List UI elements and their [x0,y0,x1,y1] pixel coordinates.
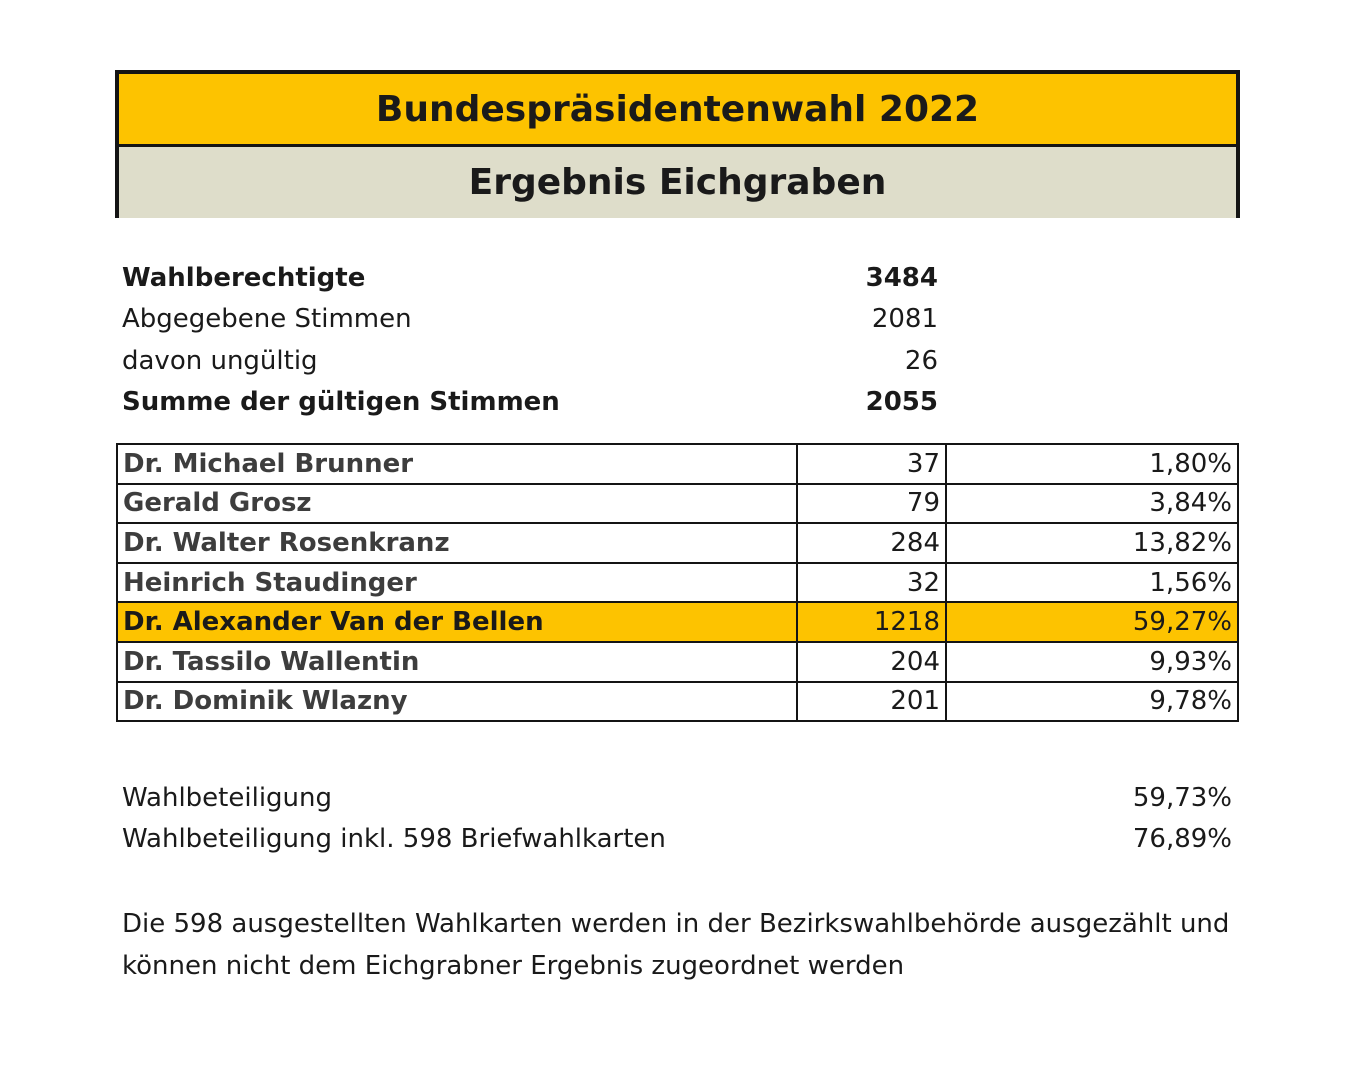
candidate-votes: 37 [796,443,947,485]
candidate-name: Heinrich Staudinger [116,561,798,604]
footnote-line: können nicht dem Eichgrabner Ergebnis zu… [122,951,905,981]
summary-row-invalid: davon ungültig 26 [122,340,942,382]
table-row: Dr. Michael Brunner 37 1,80% [116,443,1239,485]
candidate-percent: 59,27% [945,601,1239,643]
footnote-line: Die 598 ausgestellten Wahlkarten werden … [122,909,1230,939]
summary-label: Abgegebene Stimmen [122,304,412,335]
summary-value: 3484 [865,262,938,293]
table-row: Dr. Dominik Wlazny 201 9,78% [116,680,1239,723]
candidate-name: Dr. Dominik Wlazny [116,680,798,723]
table-row: Dr. Tassilo Wallentin 204 9,93% [116,640,1239,683]
candidate-percent: 1,80% [945,443,1239,485]
turnout-row: Wahlbeteiligung 59,73% [122,777,1232,819]
candidate-votes: 201 [796,680,947,723]
candidate-votes: 284 [796,522,947,564]
turnout-section: Wahlbeteiligung 59,73% Wahlbeteiligung i… [122,777,1232,860]
summary-row-valid: Summe der gültigen Stimmen 2055 [122,382,942,424]
table-row-winner: Dr. Alexander Van der Bellen 1218 59,27% [116,601,1239,643]
summary-row-eligible: Wahlberechtigte 3484 [122,257,942,299]
turnout-value: 76,89% [1132,824,1232,855]
candidate-name: Gerald Grosz [116,482,798,525]
candidate-votes: 79 [796,482,947,525]
summary-label: Summe der gültigen Stimmen [122,387,560,418]
page-subtitle: Ergebnis Eichgraben [119,147,1236,218]
candidate-name: Dr. Alexander Van der Bellen [116,601,798,643]
summary-label: davon ungültig [122,345,318,376]
candidate-name: Dr. Tassilo Wallentin [116,640,798,683]
footnote: Die 598 ausgestellten Wahlkarten werden … [122,903,1242,987]
candidate-votes: 204 [796,640,947,683]
candidate-votes: 32 [796,561,947,604]
summary-value: 2055 [865,387,938,418]
summary-value: 2081 [871,304,938,335]
turnout-row-incl-postal: Wahlbeteiligung inkl. 598 Briefwahlkarte… [122,819,1232,861]
results-table: Dr. Michael Brunner 37 1,80% Gerald Gros… [116,443,1239,723]
header-box: Bundespräsidentenwahl 2022 Ergebnis Eich… [115,70,1240,218]
summary-label: Wahlberechtigte [122,262,366,293]
table-row: Dr. Walter Rosenkranz 284 13,82% [116,522,1239,564]
table-row: Heinrich Staudinger 32 1,56% [116,561,1239,604]
summary-section: Wahlberechtigte 3484 Abgegebene Stimmen … [122,257,942,423]
candidate-percent: 1,56% [945,561,1239,604]
turnout-label: Wahlbeteiligung inkl. 598 Briefwahlkarte… [122,824,666,855]
candidate-name: Dr. Michael Brunner [116,443,798,485]
candidate-name: Dr. Walter Rosenkranz [116,522,798,564]
candidate-percent: 3,84% [945,482,1239,525]
turnout-label: Wahlbeteiligung [122,782,333,813]
page-title: Bundespräsidentenwahl 2022 [119,74,1236,147]
candidate-votes: 1218 [796,601,947,643]
candidate-percent: 9,78% [945,680,1239,723]
table-row: Gerald Grosz 79 3,84% [116,482,1239,525]
summary-value: 26 [904,345,938,376]
summary-row-cast: Abgegebene Stimmen 2081 [122,299,942,341]
candidate-percent: 13,82% [945,522,1239,564]
candidate-percent: 9,93% [945,640,1239,683]
turnout-value: 59,73% [1132,782,1232,813]
